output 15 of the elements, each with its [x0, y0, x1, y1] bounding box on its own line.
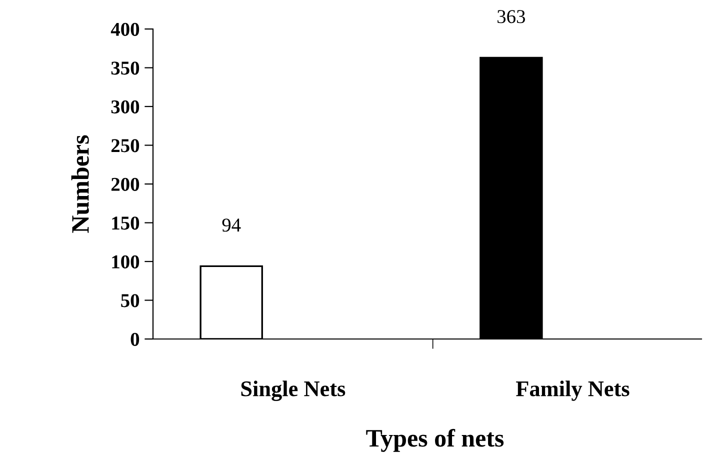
y-tick-label: 250: [111, 139, 140, 152]
y-tick-label: 150: [112, 216, 140, 230]
x-axis-title: Types of nets: [366, 428, 504, 452]
y-tick-label: 50: [121, 294, 140, 308]
y-tick-label: 300: [111, 100, 140, 114]
y-axis-title: Numbers: [71, 135, 89, 233]
y-tick-label: 200: [111, 178, 140, 191]
y-tick-label: 100: [112, 255, 140, 268]
data-label: 94: [222, 218, 241, 232]
x-tick-label: Single Nets: [241, 380, 346, 401]
y-tick-label: 400: [110, 22, 140, 36]
y-tick-label: 350: [111, 62, 140, 75]
data-label: 363: [498, 10, 526, 24]
y-tick-label: 0: [130, 332, 140, 346]
x-tick-label: Family Nets: [516, 380, 630, 401]
